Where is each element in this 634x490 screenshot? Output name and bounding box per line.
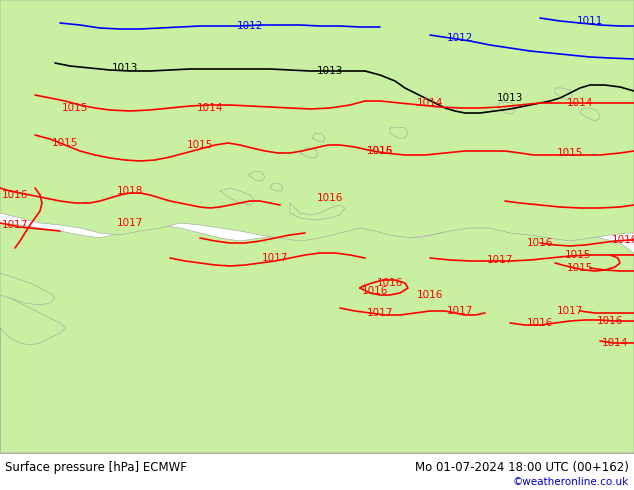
Polygon shape xyxy=(555,88,572,100)
Text: 1015: 1015 xyxy=(367,146,393,156)
Polygon shape xyxy=(430,0,450,20)
Polygon shape xyxy=(270,183,283,191)
Text: 1015: 1015 xyxy=(565,250,591,260)
Polygon shape xyxy=(0,0,634,241)
Text: 1014: 1014 xyxy=(197,103,223,113)
Text: Mo 01-07-2024 18:00 UTC (00+162): Mo 01-07-2024 18:00 UTC (00+162) xyxy=(415,461,629,474)
Polygon shape xyxy=(0,0,75,95)
Polygon shape xyxy=(8,0,18,8)
Polygon shape xyxy=(420,0,480,15)
Text: 1016: 1016 xyxy=(527,238,553,248)
Polygon shape xyxy=(220,188,255,205)
Polygon shape xyxy=(534,33,560,45)
Text: 1016: 1016 xyxy=(2,190,28,200)
Polygon shape xyxy=(0,293,65,453)
Text: 1013: 1013 xyxy=(112,63,138,73)
Polygon shape xyxy=(0,223,634,453)
Polygon shape xyxy=(312,133,325,142)
Text: 1017: 1017 xyxy=(262,253,288,263)
Text: ©weatheronline.co.uk: ©weatheronline.co.uk xyxy=(513,477,629,487)
Polygon shape xyxy=(498,102,515,114)
Text: 1015: 1015 xyxy=(61,103,88,113)
Text: 1016: 1016 xyxy=(527,318,553,328)
Polygon shape xyxy=(0,118,14,133)
Text: 1015: 1015 xyxy=(567,263,593,273)
Text: 1016: 1016 xyxy=(417,290,443,300)
Text: 1016: 1016 xyxy=(317,193,343,203)
Text: 1012: 1012 xyxy=(447,33,473,43)
Polygon shape xyxy=(480,0,634,68)
Polygon shape xyxy=(0,0,12,103)
Polygon shape xyxy=(0,23,35,63)
Polygon shape xyxy=(248,171,265,181)
Text: 1017: 1017 xyxy=(117,218,143,228)
Polygon shape xyxy=(0,273,55,305)
Text: 1013: 1013 xyxy=(497,93,523,103)
Text: Surface pressure [hPa] ECMWF: Surface pressure [hPa] ECMWF xyxy=(5,461,187,474)
Text: 1013: 1013 xyxy=(317,66,343,76)
Polygon shape xyxy=(300,148,318,158)
Text: 1017: 1017 xyxy=(367,308,393,318)
Polygon shape xyxy=(0,0,32,35)
Text: 1017: 1017 xyxy=(487,255,513,265)
Text: 1016: 1016 xyxy=(367,146,393,156)
Text: 1015: 1015 xyxy=(52,138,78,148)
Polygon shape xyxy=(0,128,20,153)
Text: 1011: 1011 xyxy=(577,16,603,26)
Polygon shape xyxy=(580,108,600,121)
Text: 1012: 1012 xyxy=(237,21,263,31)
Text: 1015: 1015 xyxy=(557,148,583,158)
Polygon shape xyxy=(0,0,55,93)
Polygon shape xyxy=(390,127,408,138)
Text: 1017: 1017 xyxy=(2,220,28,230)
Text: 1014: 1014 xyxy=(417,98,443,108)
Polygon shape xyxy=(290,203,345,220)
Text: 1014: 1014 xyxy=(602,338,628,348)
Text: 1016: 1016 xyxy=(362,286,388,296)
Polygon shape xyxy=(560,20,605,35)
Text: 1018: 1018 xyxy=(117,186,143,196)
Text: 1016: 1016 xyxy=(597,316,623,326)
Text: 1014: 1014 xyxy=(567,98,593,108)
Text: 1017: 1017 xyxy=(557,306,583,316)
Text: 1015: 1015 xyxy=(187,140,213,150)
Text: 1016: 1016 xyxy=(612,235,634,245)
Text: 1016: 1016 xyxy=(377,278,403,288)
Text: 1017: 1017 xyxy=(447,306,473,316)
